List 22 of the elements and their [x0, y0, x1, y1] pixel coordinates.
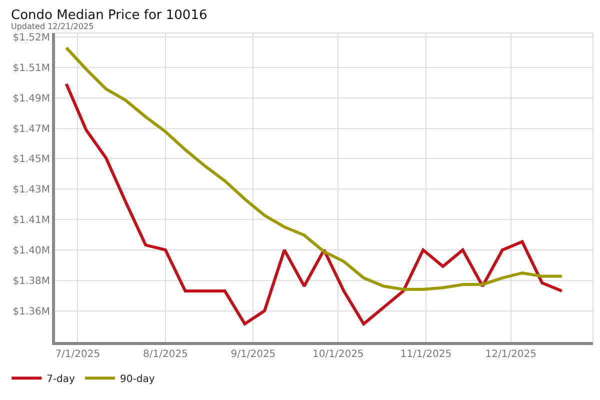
x-tick-label: 8/1/2025 [142, 349, 188, 360]
y-tick-label: $1.41M [12, 215, 50, 226]
y-tick-label: $1.51M [12, 63, 50, 74]
y-tick-label: $1.43M [12, 184, 50, 196]
y-tick-label: $1.40M [12, 245, 50, 256]
y-tick-label: $1.36M [12, 306, 50, 318]
line-series [64, 46, 564, 291]
chart-subtitle: Updated 12/21/2025 [11, 22, 94, 31]
chart-title: Condo Median Price for 10016 [11, 8, 208, 23]
y-tick-label: $1.38M [12, 276, 50, 287]
legend-label: 7-day [46, 374, 76, 386]
x-tick-label: 11/1/2025 [400, 349, 452, 360]
line-series [64, 82, 564, 326]
x-tick-label: 12/1/2025 [485, 349, 537, 360]
x-tick-label: 9/1/2025 [230, 349, 276, 360]
x-tick-label: 10/1/2025 [312, 349, 364, 360]
y-tick-label: $1.52M [12, 32, 50, 44]
y-tick-label: $1.49M [12, 93, 50, 104]
x-tick-label: 7/1/2025 [55, 349, 100, 360]
y-tick-label: $1.47M [12, 124, 50, 135]
y-tick-label: $1.45M [12, 154, 50, 166]
legend-label: 90-day [120, 374, 155, 386]
